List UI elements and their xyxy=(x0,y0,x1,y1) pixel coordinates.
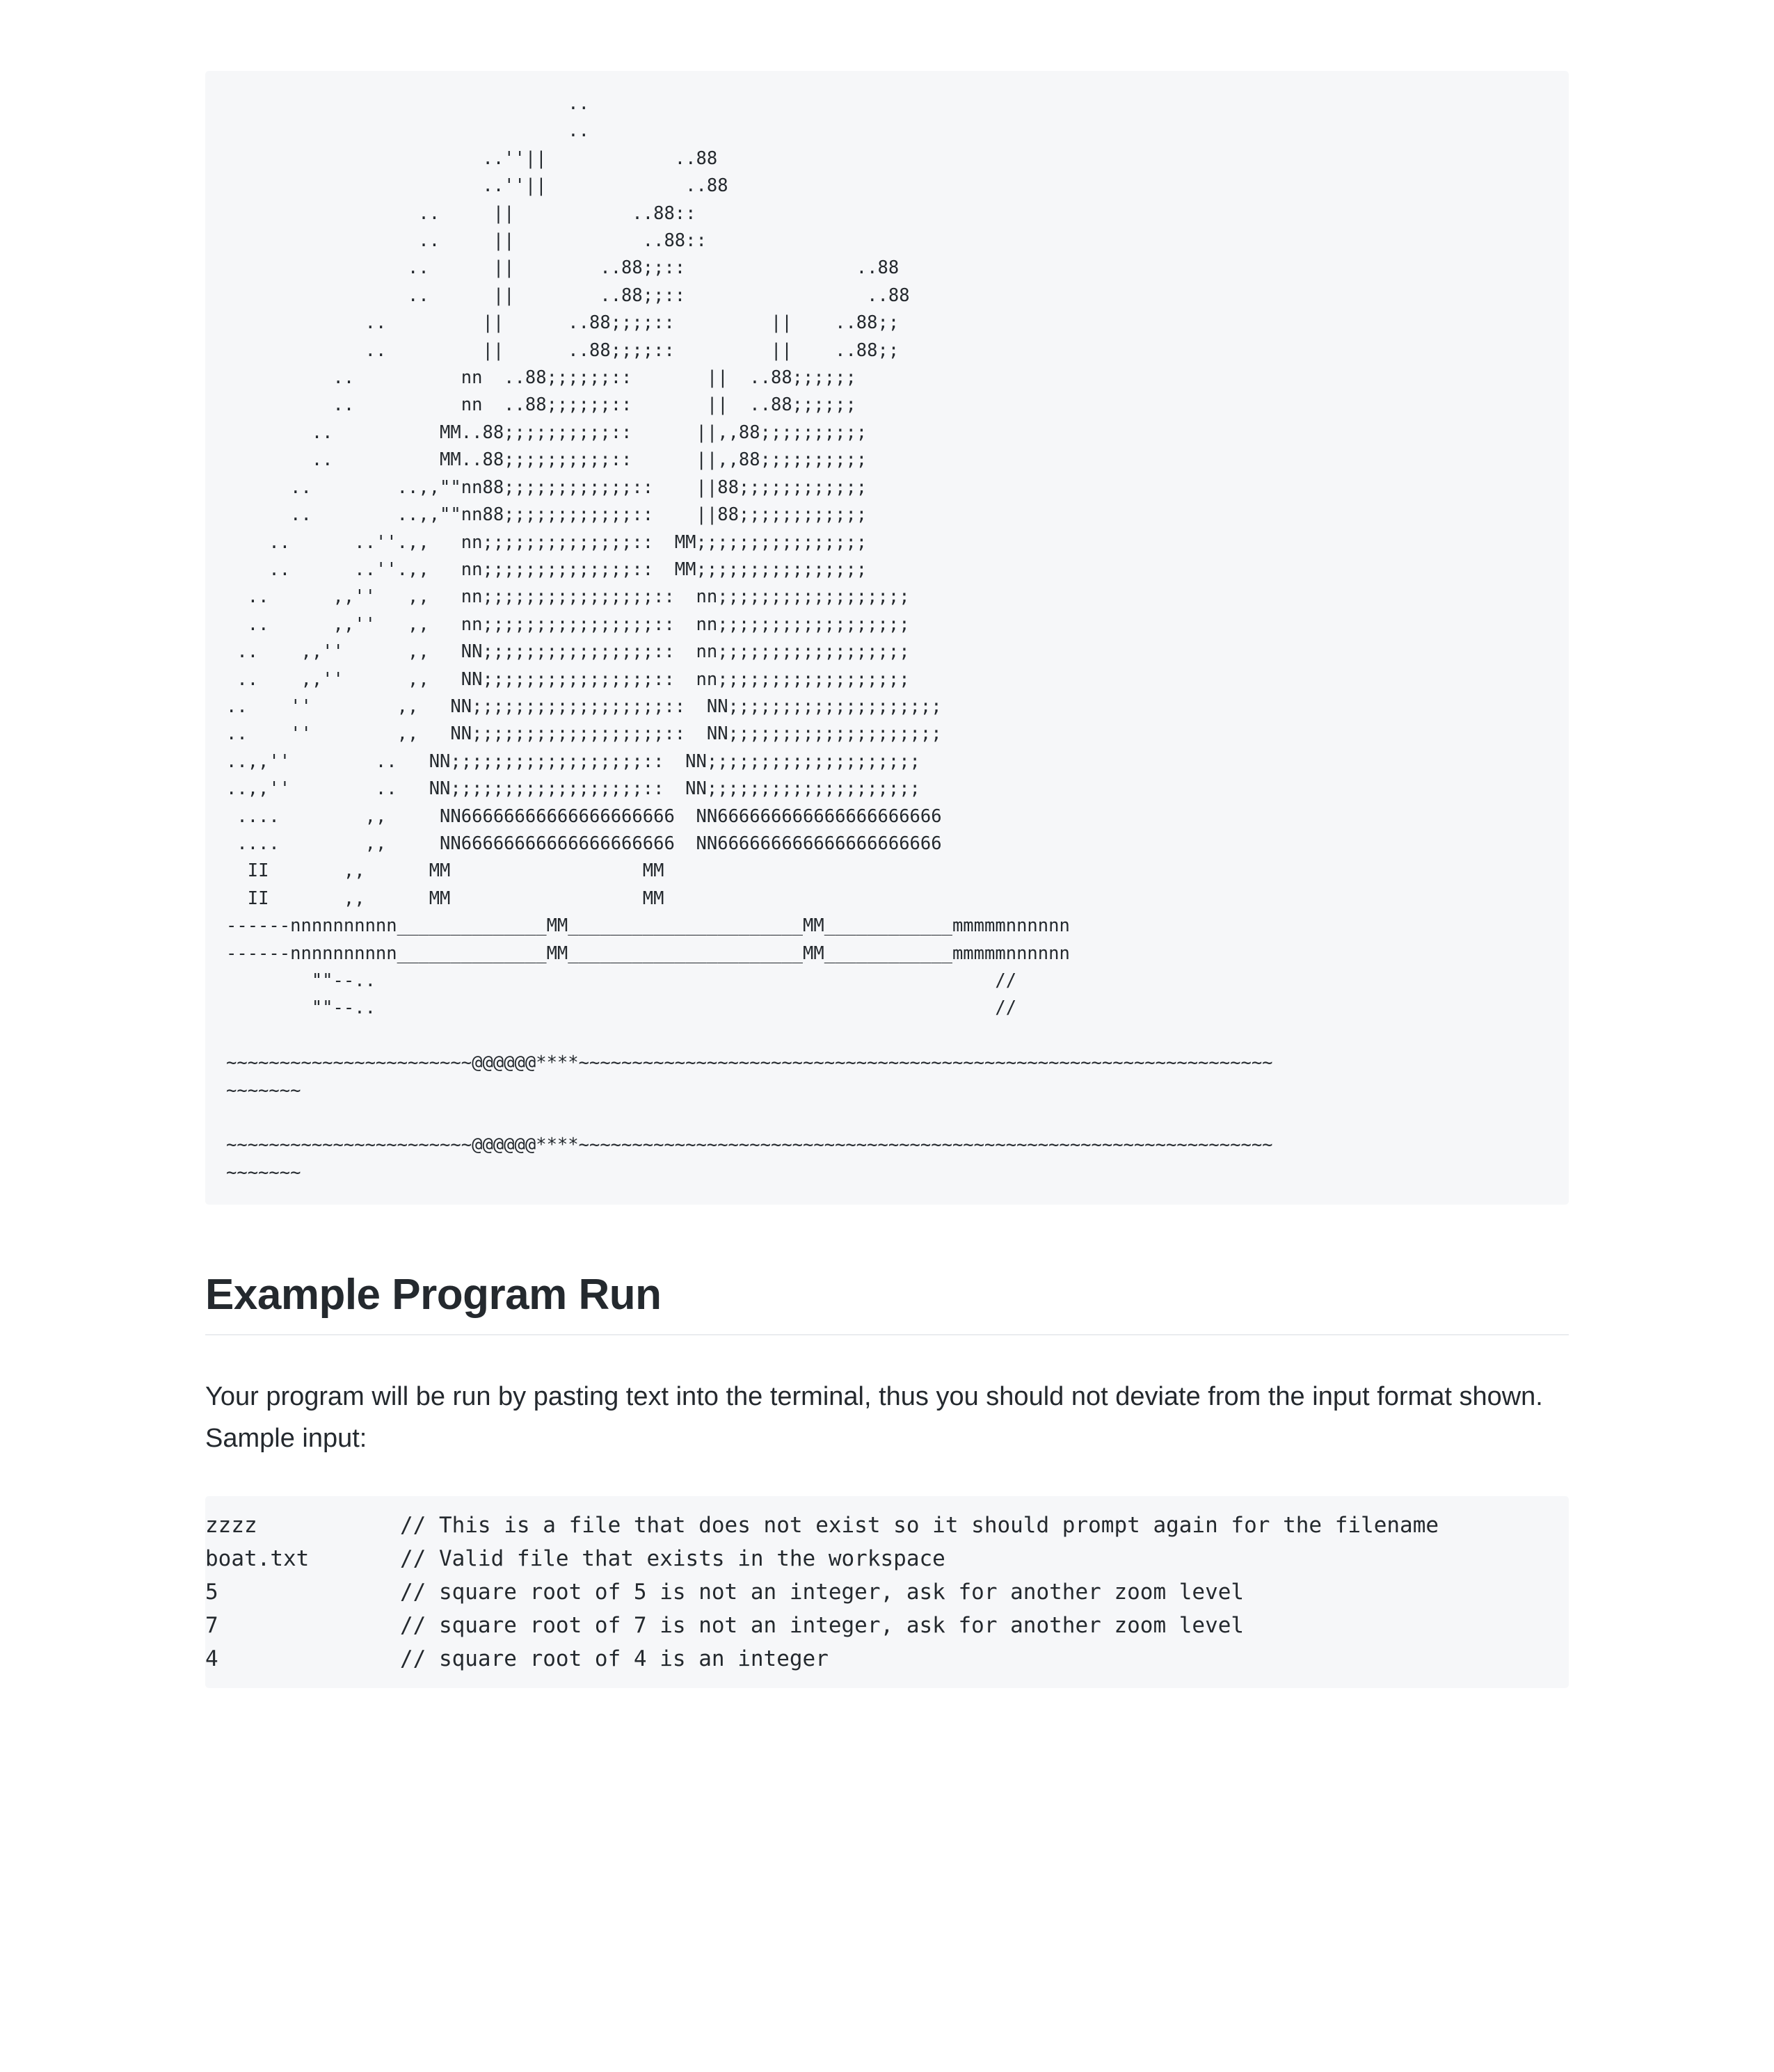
boat-ascii-art: .. .. ..''|| ..88 ..''|| ..88 .. || ..88… xyxy=(226,93,1273,1183)
intro-paragraph: Your program will be run by pasting text… xyxy=(205,1382,1543,1454)
document-page: .. .. ..''|| ..88 ..''|| ..88 .. || ..88… xyxy=(0,71,1774,1688)
sample-input-code-block: zzzz // This is a file that does not exi… xyxy=(205,1495,1569,1688)
ascii-art-code-block: .. .. ..''|| ..88 ..''|| ..88 .. || ..88… xyxy=(205,71,1569,1205)
sample-input-text: zzzz // This is a file that does not exi… xyxy=(205,1512,1439,1671)
page-title: Example Program Run xyxy=(205,1271,1569,1336)
